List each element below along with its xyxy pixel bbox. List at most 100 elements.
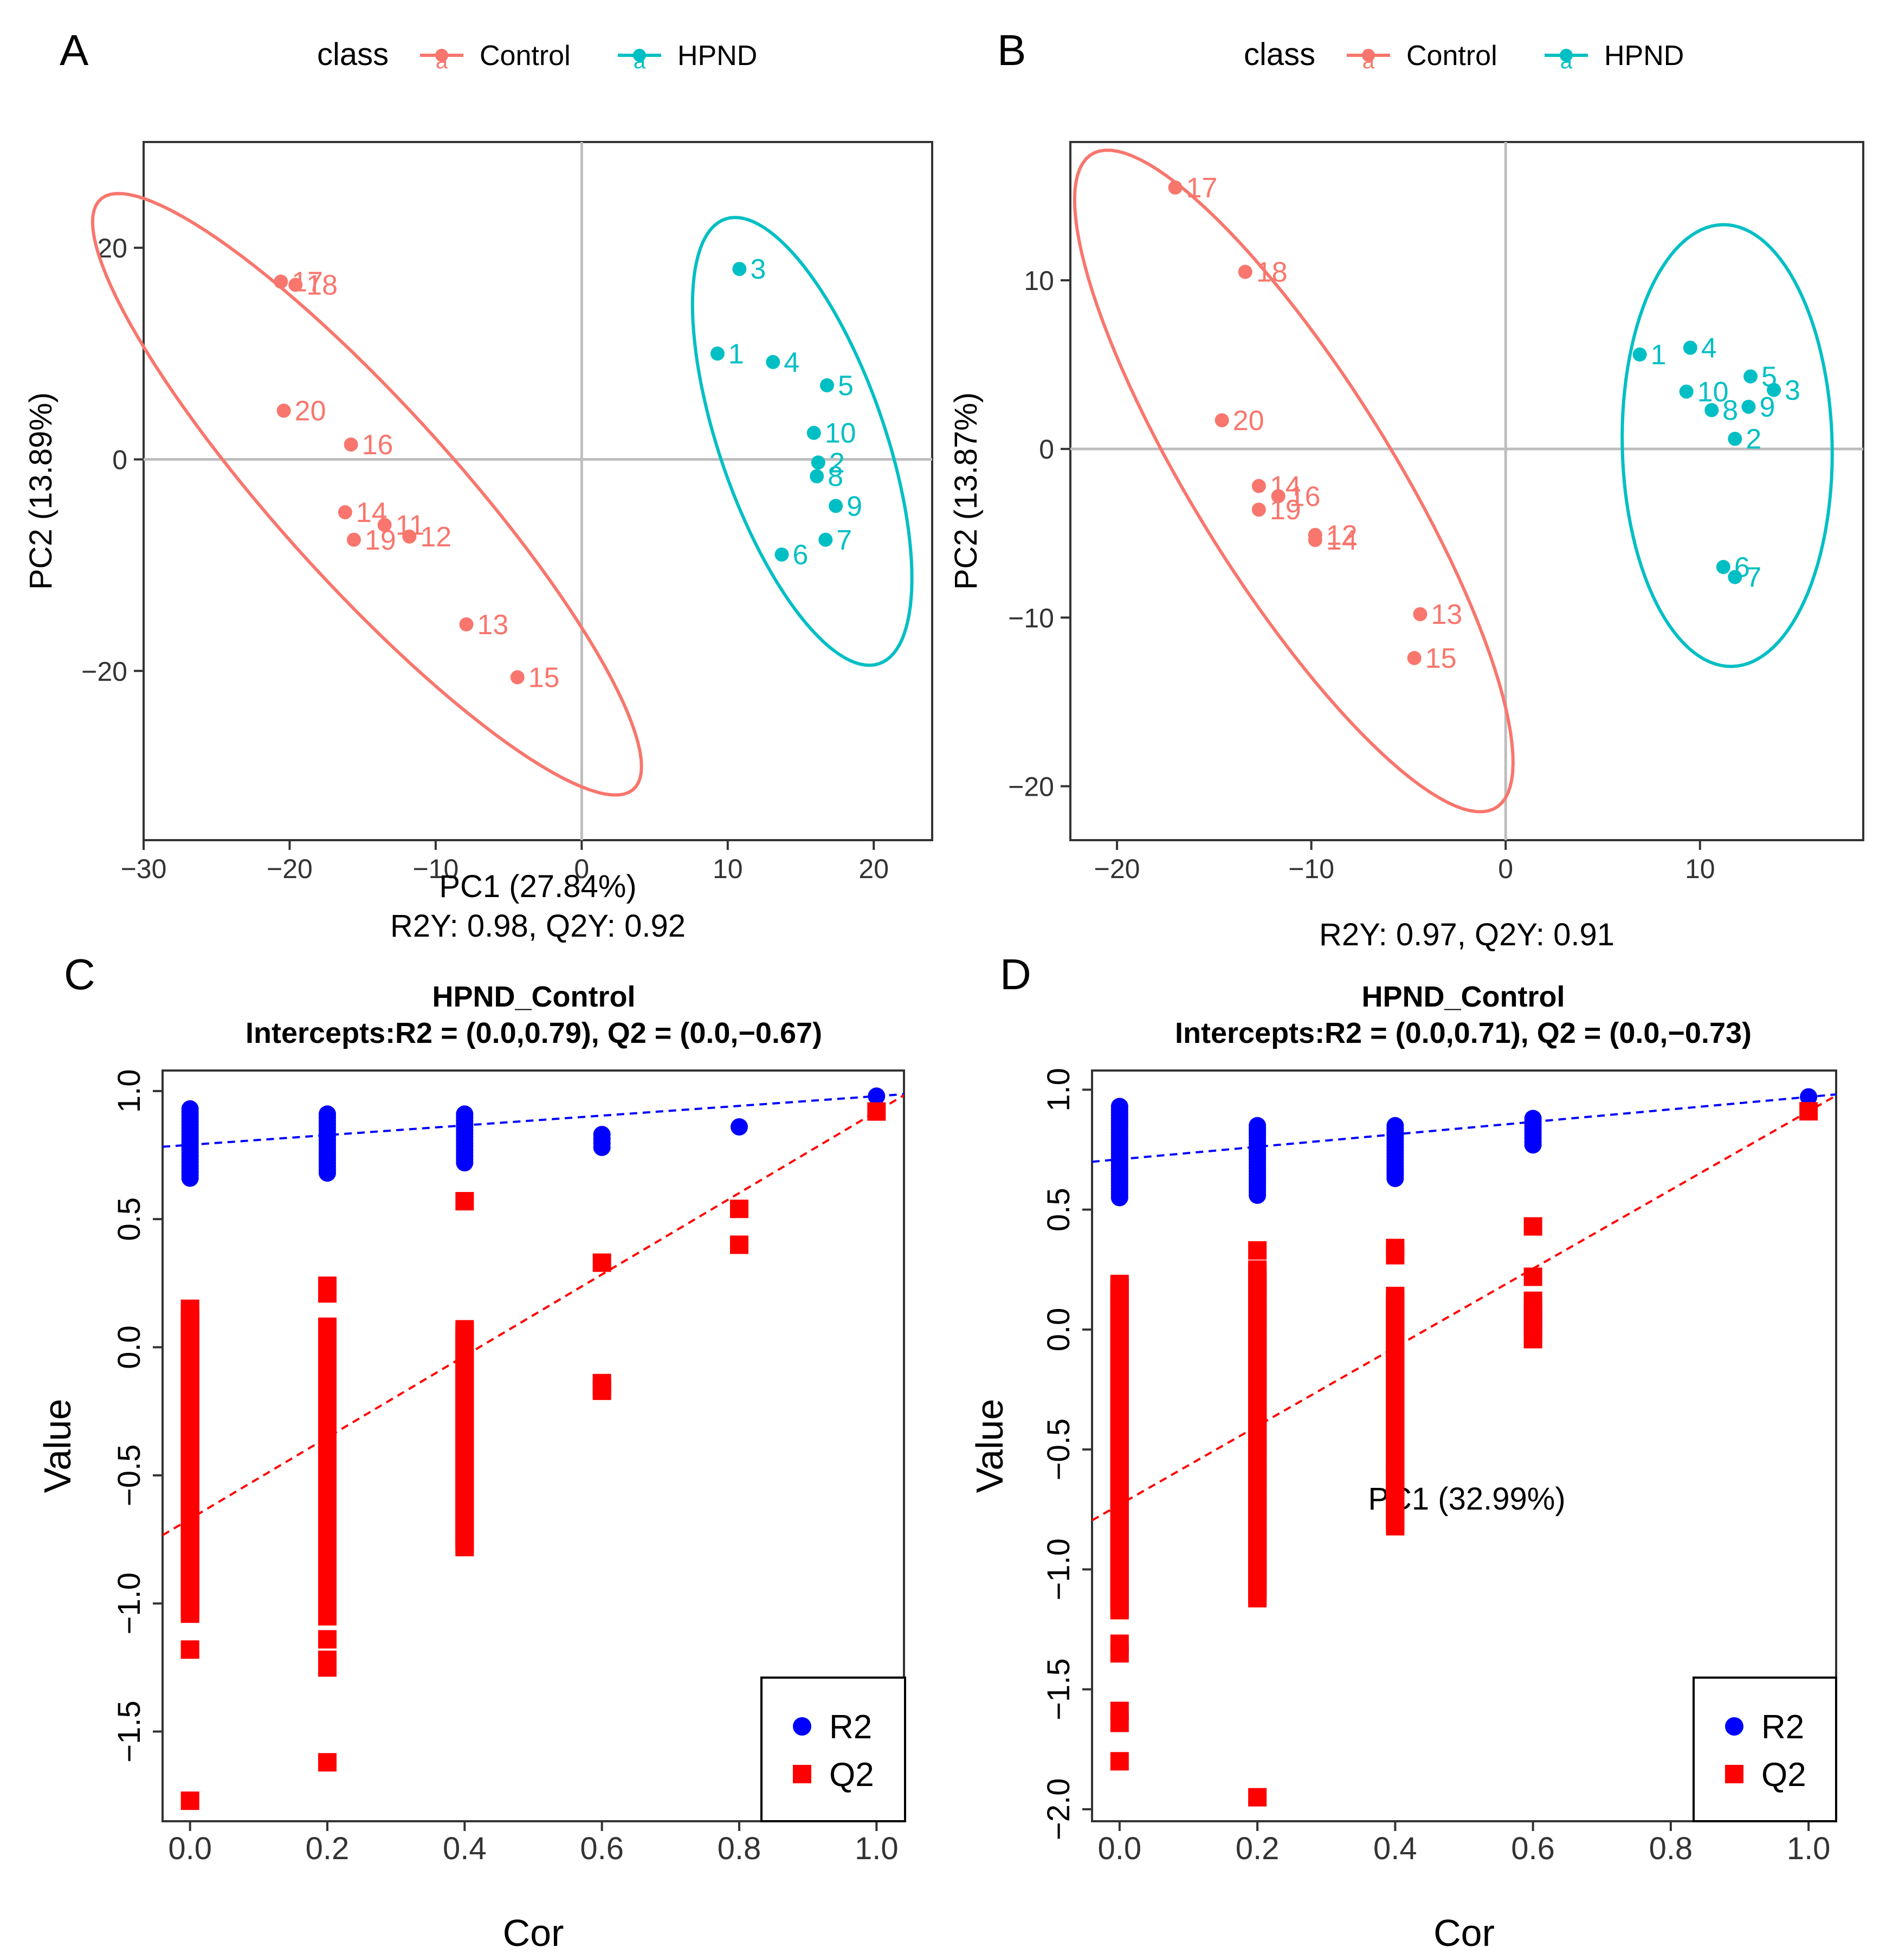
legend-marker-r2 [1725, 1717, 1743, 1736]
panel-label: D [1000, 950, 1031, 998]
score-point [1728, 570, 1742, 584]
point-label: 2 [829, 447, 845, 479]
x-tick-label: −10 [412, 854, 458, 884]
y-tick-label: 0 [1039, 434, 1054, 465]
point-label: 4 [784, 347, 799, 378]
point-label: 7 [1746, 562, 1761, 594]
plot-frame [143, 141, 933, 841]
q2-point [1110, 1644, 1129, 1663]
legend-label: Control [1406, 40, 1497, 72]
q2-point [1248, 1260, 1267, 1279]
score-point [459, 617, 474, 631]
point-label: 1 [728, 338, 744, 370]
legend-box [760, 1677, 906, 1822]
y-axis-label: PC2 (13.89%) [23, 392, 59, 590]
q2-point [1110, 1713, 1129, 1732]
point-label: 18 [1256, 257, 1288, 288]
axis-subtitle: R2Y: 0.97, Q2Y: 0.91 [1319, 917, 1614, 952]
y-tick-label: −2.0 [1041, 1778, 1076, 1841]
score-point [288, 278, 303, 292]
score-point [710, 346, 725, 361]
r2-point [1386, 1117, 1404, 1134]
point-label: 5 [838, 370, 854, 402]
score-point [1728, 431, 1742, 446]
y-tick-label: −0.5 [1041, 1419, 1076, 1481]
q2-point [730, 1200, 748, 1218]
q2-point [592, 1374, 611, 1392]
q2-point [1523, 1291, 1542, 1310]
x-tick-label: 0 [1498, 854, 1513, 884]
panel-d: 0.0 0.2 0.4 0.6 0.8 1.0 −2.0 −1.5 −1.0 −0.5 0.0 0.5… [968, 950, 1837, 1954]
score-point [818, 532, 833, 547]
x-tick-label: 0.0 [168, 1831, 212, 1866]
score-point [810, 469, 824, 483]
point-label: 3 [1785, 375, 1800, 406]
legend-key-dot [1560, 49, 1573, 62]
x-tick-label: 0.0 [1098, 1831, 1142, 1866]
y-tick-label: −10 [1008, 603, 1054, 633]
x-tick-label: 10 [1685, 854, 1715, 884]
control-ellipse [91, 192, 643, 797]
score-point [1716, 560, 1730, 574]
score-point [510, 670, 525, 685]
x-tick-label: −20 [267, 854, 313, 884]
panel-label: A [60, 26, 89, 74]
score-point [1704, 403, 1719, 417]
score-point [1407, 651, 1422, 665]
r2-point [319, 1105, 336, 1123]
y-tick-label: 1.0 [112, 1069, 147, 1113]
q2-point [1110, 1752, 1129, 1771]
y-tick-label: −20 [1008, 771, 1054, 802]
point-label: 15 [1425, 643, 1457, 674]
legend-marker-q2 [793, 1765, 811, 1783]
r2-point [181, 1100, 199, 1118]
q2-line [163, 1094, 904, 1537]
q2-point [867, 1102, 886, 1121]
y-tick-label: 1.0 [1041, 1068, 1076, 1112]
score-point [774, 547, 789, 562]
point-label: 19 [365, 525, 396, 556]
legend-label: Control [480, 40, 571, 72]
legend-box [1693, 1677, 1837, 1822]
q2-point [1248, 1788, 1267, 1807]
legend-key-glyph: a [1362, 49, 1375, 73]
panel-c: 0.0 0.2 0.4 0.6 0.8 1.0 −1.5 −1.0 −0.5 0.0 0.5 1.0 H… [36, 950, 906, 1954]
score-point [344, 437, 358, 452]
hpnd-ellipse [1620, 223, 1834, 668]
legend-label: HPND [677, 40, 757, 72]
q2-point [1386, 1239, 1405, 1258]
x-axis-label: Cor [1433, 1912, 1495, 1954]
point-label: 16 [1289, 481, 1321, 512]
q2-point [1523, 1217, 1542, 1236]
q2-point [1110, 1274, 1129, 1293]
legend-label: HPND [1604, 40, 1684, 72]
score-point [1271, 489, 1286, 504]
point-label: 20 [1233, 405, 1264, 436]
r2-point [731, 1118, 748, 1136]
score-point [806, 425, 821, 440]
x-tick-label: 0.4 [443, 1831, 487, 1866]
r2-point [593, 1126, 611, 1144]
y-axis-label: Value [36, 1399, 79, 1493]
q2-point [318, 1630, 337, 1649]
point-label: 13 [1431, 599, 1462, 630]
chart-title: HPND_Control [432, 981, 636, 1013]
score-point [1679, 384, 1694, 399]
x-axis-label: PC1 (27.84%) [439, 869, 636, 904]
y-tick-label: −0.5 [112, 1445, 147, 1507]
legend-key-glyph: a [436, 49, 448, 73]
point-label: 17 [1186, 172, 1218, 204]
q2-point [1248, 1241, 1267, 1260]
y-tick-label: 0.0 [112, 1325, 147, 1369]
point-label: 9 [847, 491, 862, 522]
y-tick-label: −1.5 [1041, 1658, 1076, 1720]
panel-label: B [997, 26, 1026, 74]
point-label: 3 [750, 254, 766, 285]
point-label: 2 [1746, 424, 1761, 455]
q2-point [1386, 1286, 1405, 1305]
x-tick-label: −30 [121, 854, 167, 884]
hpnd-ellipse [690, 216, 914, 667]
score-point [1251, 502, 1266, 517]
r2-line [163, 1093, 904, 1148]
